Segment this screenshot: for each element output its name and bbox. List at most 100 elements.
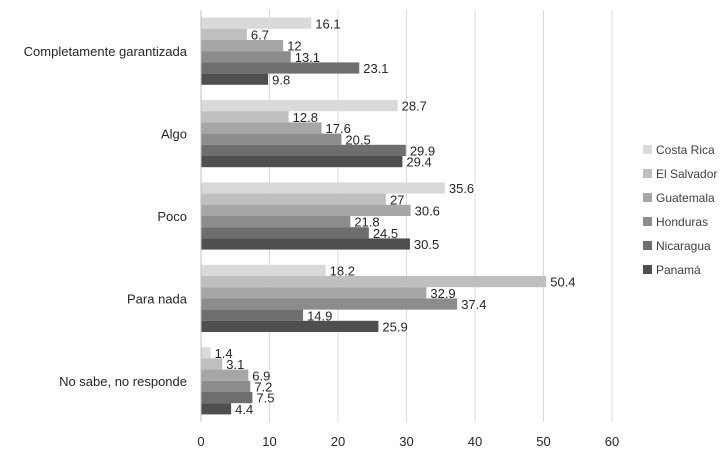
data-label-background	[343, 134, 376, 145]
x-tick-label: 20	[331, 434, 345, 449]
data-label-background	[313, 18, 346, 29]
legend-swatch	[643, 265, 652, 274]
legend: Costa Rica El Salvador Guatemala Honduras Ni…	[643, 143, 717, 277]
x-tick-label: 50	[536, 434, 550, 449]
data-label: 27	[390, 192, 404, 207]
data-label-background	[399, 100, 432, 111]
data-label-background	[292, 51, 325, 62]
bar	[201, 358, 223, 370]
data-label: 13.1	[295, 50, 320, 65]
data-label: 7.2	[254, 380, 272, 395]
x-tick-label: 60	[605, 434, 619, 449]
data-label: 1.4	[215, 346, 233, 361]
bar	[201, 182, 445, 194]
data-label-background	[224, 358, 250, 370]
bar	[201, 111, 289, 123]
data-label: 4.4	[235, 402, 253, 417]
bar	[201, 276, 547, 288]
legend-swatch	[643, 193, 652, 202]
x-tick-label: 0	[197, 434, 204, 449]
data-label: 30.5	[414, 237, 439, 252]
legend-label: El Salvador	[656, 167, 717, 181]
bar	[201, 144, 406, 156]
data-label-background	[411, 238, 445, 250]
data-label: 21.8	[354, 215, 379, 230]
bar	[201, 320, 379, 332]
data-label-background	[285, 40, 303, 51]
data-label: 7.5	[256, 391, 274, 406]
data-label-background	[233, 403, 259, 414]
data-label-background	[459, 298, 492, 310]
data-label: 29.9	[410, 144, 435, 159]
data-label: 6.9	[252, 368, 270, 383]
data-label-background	[270, 74, 296, 85]
data-label-background	[428, 287, 461, 298]
data-label-background	[248, 29, 274, 40]
bar	[201, 403, 232, 415]
data-label: 3.1	[226, 357, 244, 372]
legend-label: Costa Rica	[656, 143, 715, 157]
data-label: 12.8	[293, 110, 318, 125]
data-label-background	[370, 227, 404, 238]
data-label-background	[323, 122, 356, 134]
data-label: 32.9	[430, 286, 455, 301]
legend-swatch	[643, 145, 652, 154]
data-label: 25.9	[382, 320, 407, 335]
bar	[201, 369, 249, 381]
data-label-background	[387, 194, 406, 205]
bar	[201, 73, 269, 85]
bar	[201, 347, 211, 359]
category-label: Algo	[161, 127, 187, 142]
category-label: Completamente garantizada	[24, 44, 188, 59]
data-label: 20.5	[345, 132, 370, 147]
legend-swatch	[643, 217, 652, 226]
bar	[201, 287, 427, 299]
data-label-background	[352, 216, 385, 227]
data-label: 37.4	[461, 297, 486, 312]
x-tick-label: 10	[262, 434, 276, 449]
data-label: 30.6	[415, 204, 440, 219]
data-label: 29.4	[406, 155, 431, 170]
category-label: Para nada	[127, 291, 188, 306]
data-label: 24.5	[373, 226, 398, 241]
category-label: No sabe, no responde	[59, 374, 187, 389]
data-label: 9.8	[272, 72, 290, 87]
legend-label: Guatemala	[656, 191, 715, 205]
data-label-background	[548, 276, 581, 287]
bar	[201, 133, 342, 145]
bar	[201, 204, 411, 216]
x-tick-label: 40	[468, 434, 482, 449]
data-label: 17.6	[326, 121, 351, 136]
bar	[201, 216, 351, 228]
data-label-background	[361, 62, 394, 74]
data-label: 23.1	[363, 61, 388, 76]
axes: 0 10 20 30 40 50 60 Completamente garantizada Al…	[24, 10, 619, 449]
bar	[201, 298, 458, 310]
bar	[201, 62, 360, 74]
bars	[201, 17, 547, 415]
bar	[201, 193, 386, 205]
data-label: 18.2	[330, 264, 355, 279]
legend-label: Nicaragua	[656, 239, 711, 253]
data-label-background	[404, 156, 437, 167]
data-label-background	[254, 392, 280, 403]
bar	[201, 100, 398, 112]
category-label: Poco	[157, 209, 187, 224]
data-label-background	[412, 205, 445, 216]
bar	[201, 392, 253, 404]
bar	[201, 51, 291, 63]
data-label-background	[327, 265, 360, 276]
bar	[201, 264, 326, 276]
data-label-background	[290, 111, 323, 122]
data-label-background	[252, 381, 278, 392]
legend-swatch	[643, 241, 652, 250]
data-label-background	[305, 310, 338, 321]
data-label: 6.7	[251, 28, 269, 43]
bar	[201, 28, 247, 40]
data-label-background	[212, 347, 238, 358]
data-label: 50.4	[550, 275, 575, 290]
data-label-background	[407, 145, 441, 156]
legend-swatch	[643, 169, 652, 178]
data-label-background	[446, 182, 480, 194]
